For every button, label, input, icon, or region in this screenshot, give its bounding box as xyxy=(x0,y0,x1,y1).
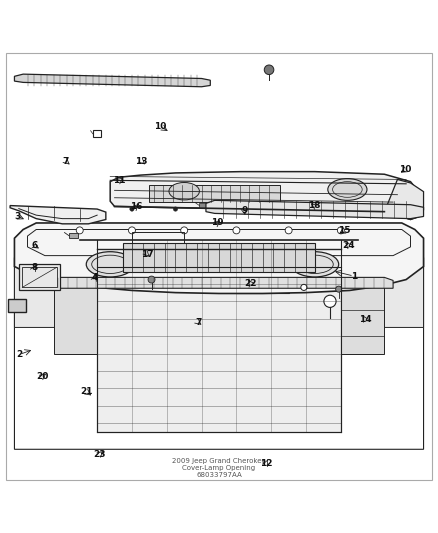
Text: 23: 23 xyxy=(93,450,106,459)
Bar xyxy=(93,130,102,137)
Bar xyxy=(97,240,341,432)
Circle shape xyxy=(324,295,336,308)
Bar xyxy=(19,264,60,290)
Circle shape xyxy=(347,207,352,211)
Text: 17: 17 xyxy=(141,250,153,259)
Circle shape xyxy=(337,227,344,234)
Polygon shape xyxy=(10,206,106,224)
Text: 2009 Jeep Grand Cherokee
Cover-Lamp Opening
68033797AA: 2009 Jeep Grand Cherokee Cover-Lamp Open… xyxy=(172,458,266,478)
Circle shape xyxy=(285,227,292,234)
Text: 16: 16 xyxy=(130,202,142,211)
Circle shape xyxy=(336,286,342,292)
Text: 15: 15 xyxy=(338,227,350,235)
Polygon shape xyxy=(206,200,424,219)
Bar xyxy=(53,275,97,353)
Circle shape xyxy=(233,227,240,234)
Text: 7: 7 xyxy=(195,318,201,327)
Text: 4: 4 xyxy=(92,273,98,282)
Circle shape xyxy=(148,276,155,283)
Circle shape xyxy=(173,207,178,211)
Text: 21: 21 xyxy=(80,387,92,397)
Text: 10: 10 xyxy=(154,122,166,131)
Bar xyxy=(8,298,26,312)
Polygon shape xyxy=(14,74,210,87)
Circle shape xyxy=(141,262,149,271)
Text: 22: 22 xyxy=(244,279,257,287)
Bar xyxy=(123,244,315,272)
Polygon shape xyxy=(350,258,424,327)
Polygon shape xyxy=(14,258,88,327)
Text: 9: 9 xyxy=(241,206,247,215)
Text: 24: 24 xyxy=(343,241,355,250)
Bar xyxy=(132,232,184,243)
Text: 14: 14 xyxy=(359,315,371,324)
Text: 20: 20 xyxy=(36,372,49,381)
Ellipse shape xyxy=(86,252,134,277)
Circle shape xyxy=(128,227,135,234)
Text: 3: 3 xyxy=(14,212,20,221)
Bar xyxy=(22,268,57,287)
Circle shape xyxy=(217,207,221,211)
Circle shape xyxy=(374,207,378,211)
Text: 19: 19 xyxy=(211,219,223,228)
Circle shape xyxy=(260,207,265,211)
Text: 12: 12 xyxy=(260,459,272,468)
Polygon shape xyxy=(14,223,424,294)
Text: 18: 18 xyxy=(307,201,320,210)
Text: 13: 13 xyxy=(135,157,148,166)
Circle shape xyxy=(184,262,193,271)
Text: 2: 2 xyxy=(17,350,23,359)
Text: 1: 1 xyxy=(351,272,357,280)
Circle shape xyxy=(130,207,134,211)
Circle shape xyxy=(181,227,187,234)
Bar xyxy=(199,204,207,208)
Circle shape xyxy=(162,262,171,271)
Ellipse shape xyxy=(328,179,367,200)
Ellipse shape xyxy=(169,182,199,200)
Text: 6: 6 xyxy=(32,241,38,250)
Circle shape xyxy=(253,265,272,285)
Ellipse shape xyxy=(291,252,339,277)
Bar xyxy=(69,233,78,238)
Circle shape xyxy=(301,284,307,290)
Text: 7: 7 xyxy=(63,157,69,166)
Circle shape xyxy=(264,65,274,75)
Bar xyxy=(149,184,280,202)
Text: 11: 11 xyxy=(113,176,126,185)
Text: 8: 8 xyxy=(32,263,38,272)
Polygon shape xyxy=(385,180,424,220)
Bar xyxy=(341,275,385,353)
Bar xyxy=(132,249,201,284)
Text: 10: 10 xyxy=(399,165,411,174)
Polygon shape xyxy=(45,277,393,288)
Circle shape xyxy=(76,227,83,234)
Polygon shape xyxy=(110,172,419,220)
Circle shape xyxy=(304,207,308,211)
Bar xyxy=(237,258,289,293)
